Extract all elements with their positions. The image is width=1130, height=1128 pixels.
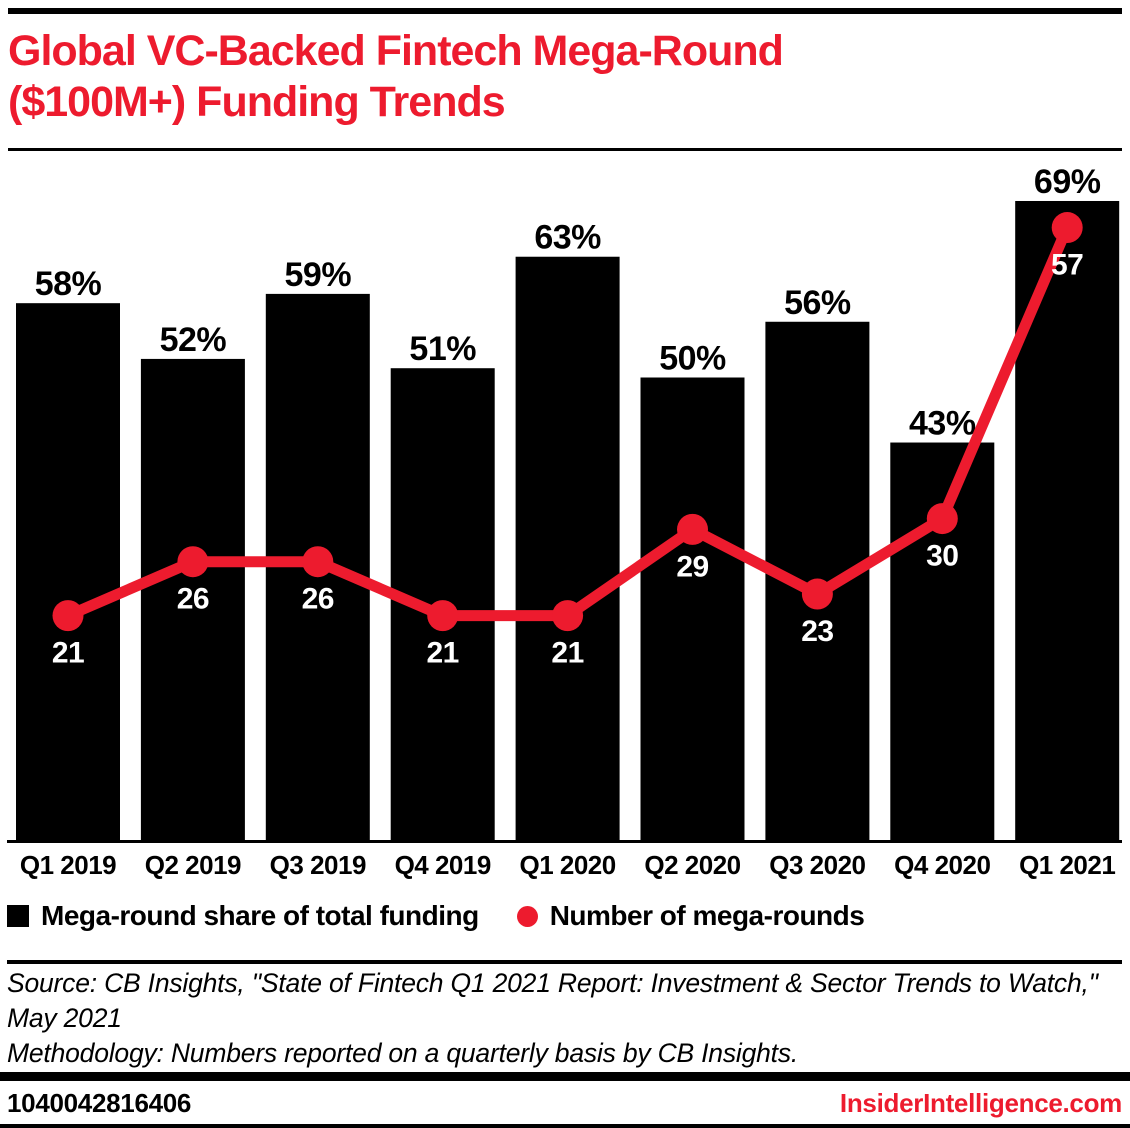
black-square-icon bbox=[7, 905, 29, 927]
bar-value-label-q3-2020: 56% bbox=[784, 284, 851, 322]
line-value-label-q4-2019: 21 bbox=[427, 637, 459, 670]
line-marker-q2-2020 bbox=[677, 513, 708, 545]
line-value-label-q2-2020: 29 bbox=[676, 550, 708, 583]
line-value-label-q4-2020: 30 bbox=[926, 540, 958, 573]
chart-id: 1040042816406 bbox=[7, 1088, 192, 1118]
bar-value-label-q3-2019: 59% bbox=[285, 256, 352, 294]
title-divider bbox=[8, 148, 1122, 151]
bar-q2-2020 bbox=[640, 377, 745, 842]
bar-value-label-q2-2019: 52% bbox=[160, 321, 227, 359]
legend-label-count: Number of mega-rounds bbox=[549, 900, 865, 931]
footer: 1040042816406 InsiderIntelligence.com bbox=[7, 1088, 1122, 1119]
x-axis-label-q4-2020: Q4 2020 bbox=[894, 850, 990, 880]
line-marker-q3-2020 bbox=[801, 578, 833, 610]
line-value-label-q1-2019: 21 bbox=[52, 637, 84, 670]
bar-q1-2019 bbox=[16, 303, 120, 842]
methodology-text: Methodology: Numbers reported on a quart… bbox=[7, 1038, 799, 1068]
legend-item-count: Number of mega-rounds bbox=[516, 900, 865, 932]
page-title-line1: Global VC-Backed Fintech Mega-Round bbox=[8, 27, 784, 75]
line-marker-q4-2019 bbox=[427, 600, 459, 632]
line-marker-q3-2019 bbox=[302, 546, 334, 578]
page-title: Global VC-Backed Fintech Mega-Round ($100… bbox=[8, 26, 1122, 128]
line-marker-q1-2021 bbox=[1051, 212, 1083, 244]
top-divider bbox=[8, 8, 1122, 14]
line-marker-q2-2019 bbox=[177, 546, 209, 578]
footer-divider bbox=[0, 1072, 1130, 1081]
x-axis-label-q3-2020: Q3 2020 bbox=[769, 850, 865, 880]
line-value-label-q3-2020: 23 bbox=[801, 615, 833, 648]
notes: Source: CB Insights, "State of Fintech Q… bbox=[7, 966, 1123, 1071]
bottom-divider bbox=[0, 1124, 1130, 1128]
brand-name: InsiderIntelligence.com bbox=[839, 1088, 1122, 1118]
x-axis-label-q1-2020: Q1 2020 bbox=[519, 850, 615, 880]
page-title-line2: ($100M+) Funding Trends bbox=[8, 78, 506, 126]
bar-value-label-q1-2019: 58% bbox=[35, 265, 102, 303]
legend-item-share: Mega-round share of total funding bbox=[7, 900, 479, 932]
line-value-label-q2-2019: 26 bbox=[177, 583, 209, 616]
bar-q2-2019 bbox=[140, 358, 245, 842]
bar-q1-2020 bbox=[515, 256, 620, 843]
x-axis-line bbox=[7, 840, 1122, 843]
x-axis-label-q4-2019: Q4 2019 bbox=[395, 850, 491, 880]
bar-value-label-q1-2020: 63% bbox=[534, 219, 601, 257]
source-text: Source: CB Insights, "State of Fintech Q… bbox=[7, 968, 1098, 1033]
bar-value-label-q4-2020: 43% bbox=[909, 405, 976, 443]
bar-value-label-q2-2020: 50% bbox=[659, 340, 726, 378]
line-value-label-q3-2019: 26 bbox=[302, 583, 334, 616]
x-axis-label-q1-2021: Q1 2021 bbox=[1019, 850, 1115, 880]
line-marker-q1-2020 bbox=[552, 600, 584, 632]
bar-q4-2020 bbox=[890, 442, 995, 842]
bar-q1-2021 bbox=[1015, 200, 1120, 843]
legend: Mega-round share of total funding Number… bbox=[7, 900, 865, 932]
source-divider bbox=[7, 960, 1122, 964]
legend-label-share: Mega-round share of total funding bbox=[41, 900, 479, 931]
red-circle-icon bbox=[516, 905, 538, 927]
bar-value-label-q4-2019: 51% bbox=[409, 330, 476, 368]
x-axis-label-q1-2019: Q1 2019 bbox=[20, 850, 116, 880]
line-value-label-q1-2020: 21 bbox=[551, 637, 583, 670]
x-axis-label-q2-2020: Q2 2020 bbox=[644, 850, 740, 880]
line-marker-q4-2020 bbox=[926, 503, 958, 535]
bar-value-label-q1-2021: 69% bbox=[1034, 163, 1101, 201]
line-marker-q1-2019 bbox=[52, 600, 84, 632]
line-value-label-q1-2021: 57 bbox=[1051, 249, 1083, 282]
x-axis-label-q3-2019: Q3 2019 bbox=[270, 850, 366, 880]
x-axis-label-q2-2019: Q2 2019 bbox=[145, 850, 241, 880]
